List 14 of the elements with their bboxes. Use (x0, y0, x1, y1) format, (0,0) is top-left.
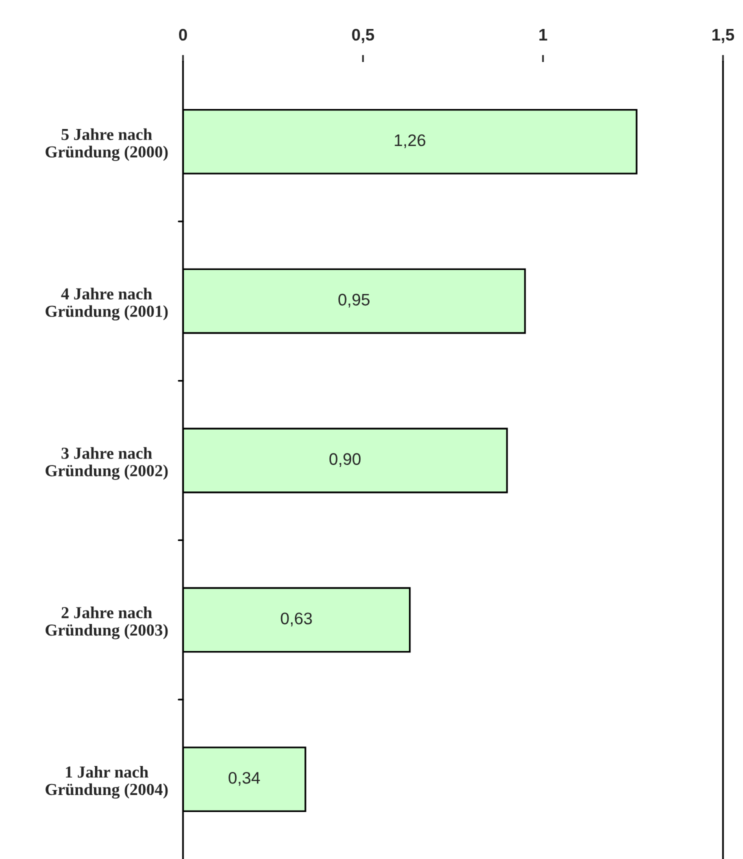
data-label: 1,26 (394, 134, 426, 148)
y-tick-label: 4 Jahre nach Gründung (2001) (46, 288, 168, 320)
y-tick-label: 1 Jahr nach Gründung (2004) (46, 766, 168, 799)
x-tick-label: 0 (179, 28, 187, 41)
y-tick-label: 2 Jahre nach Gründung (2003) (46, 606, 168, 640)
x-tick-label: 0,5 (352, 28, 374, 44)
data-label: 0,34 (228, 772, 260, 786)
y-tick-label: 5 Jahre nach Gründung (2000) (46, 128, 168, 162)
x-tick-label: 1 (539, 29, 548, 40)
y-tick-label: 3 Jahre nach Gründung (2002) (46, 447, 168, 480)
data-label: 0,95 (338, 294, 370, 308)
data-label: 0,63 (280, 612, 312, 626)
data-label: 0,90 (329, 453, 361, 467)
x-tick-label: 1,5 (712, 29, 734, 44)
